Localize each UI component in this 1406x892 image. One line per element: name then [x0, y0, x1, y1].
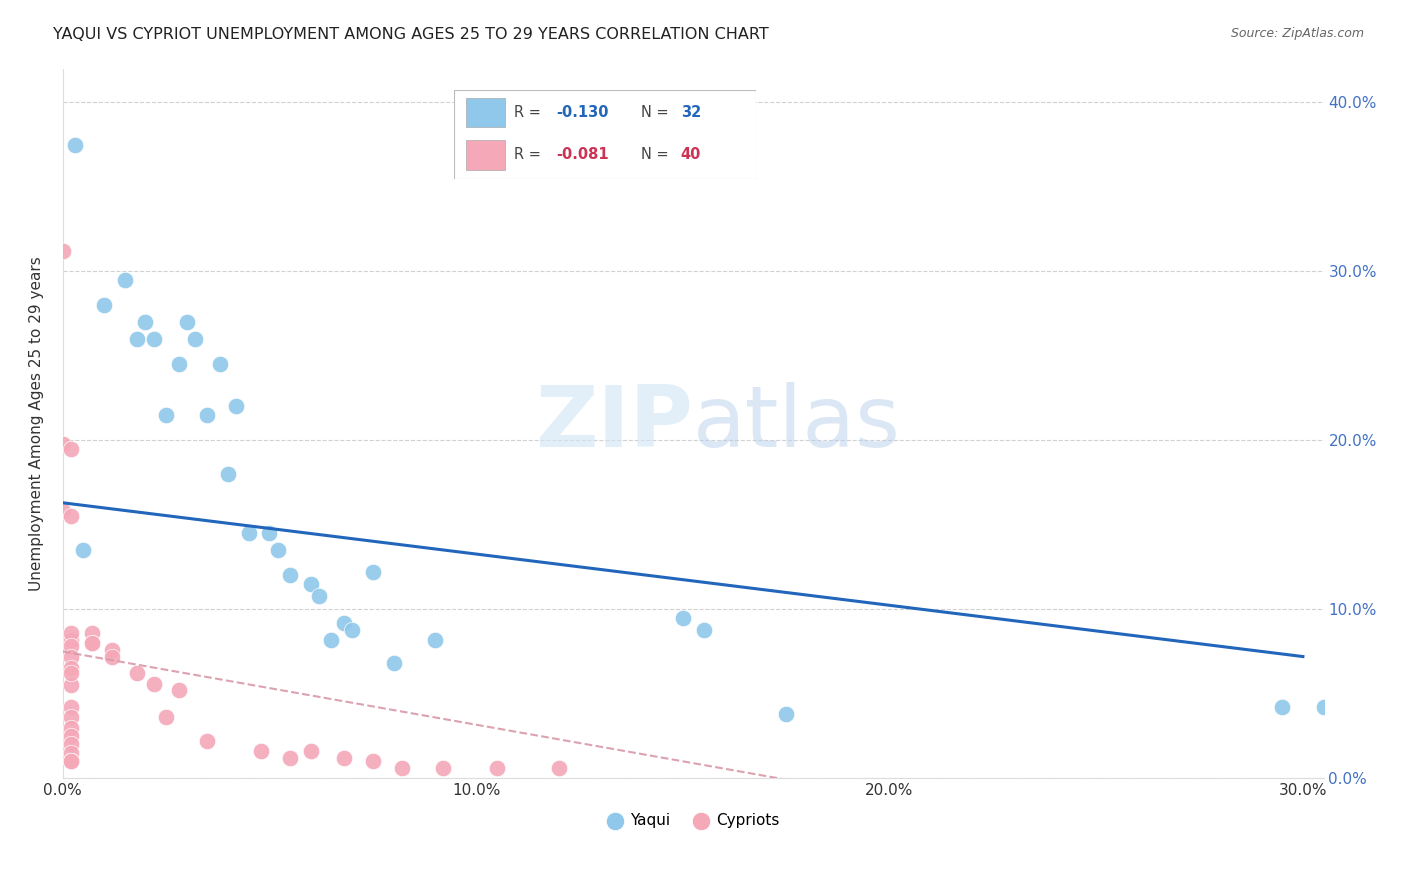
Point	[60, 729, 83, 743]
Text: atlas: atlas	[693, 382, 901, 465]
Point	[299, 744, 322, 758]
Point	[60, 721, 83, 735]
Point	[80, 636, 103, 650]
Point	[267, 543, 290, 558]
Point	[60, 442, 83, 456]
Point	[114, 273, 136, 287]
Point	[361, 755, 384, 769]
Point	[197, 408, 219, 422]
Point	[52, 244, 75, 258]
Point	[672, 610, 695, 624]
Point	[142, 332, 165, 346]
Point	[60, 678, 83, 692]
Point	[60, 755, 83, 769]
Point	[238, 526, 260, 541]
Point	[80, 626, 103, 640]
Text: YAQUI VS CYPRIOT UNEMPLOYMENT AMONG AGES 25 TO 29 YEARS CORRELATION CHART: YAQUI VS CYPRIOT UNEMPLOYMENT AMONG AGES…	[53, 27, 769, 42]
Point	[176, 315, 198, 329]
Point	[60, 666, 83, 681]
Point	[60, 626, 83, 640]
Point	[60, 661, 83, 675]
Y-axis label: Unemployment Among Ages 25 to 29 years: Unemployment Among Ages 25 to 29 years	[30, 256, 44, 591]
Point	[60, 710, 83, 724]
Point	[432, 761, 454, 775]
Point	[775, 706, 797, 721]
Point	[142, 676, 165, 690]
Point	[60, 632, 83, 647]
Point	[127, 666, 149, 681]
Point	[63, 137, 86, 152]
Point	[80, 636, 103, 650]
Point	[361, 565, 384, 579]
Point	[259, 526, 281, 541]
Point	[208, 357, 231, 371]
Point	[60, 746, 83, 760]
Point	[155, 710, 177, 724]
Point	[93, 298, 115, 312]
Point	[72, 543, 94, 558]
Point	[197, 734, 219, 748]
Point	[52, 436, 75, 450]
Point	[127, 332, 149, 346]
Point	[278, 568, 301, 582]
Point	[134, 315, 156, 329]
Point	[340, 623, 363, 637]
Point	[547, 761, 569, 775]
Point	[60, 738, 83, 752]
Text: Source: ZipAtlas.com: Source: ZipAtlas.com	[1230, 27, 1364, 40]
Text: ZIP: ZIP	[536, 382, 693, 465]
Point	[1312, 700, 1334, 714]
Point	[423, 632, 446, 647]
Point	[333, 615, 356, 630]
Point	[60, 649, 83, 664]
Point	[52, 504, 75, 518]
Legend: Yaqui, Cypriots: Yaqui, Cypriots	[600, 807, 786, 834]
Point	[60, 640, 83, 654]
Point	[101, 642, 124, 657]
Point	[333, 751, 356, 765]
Point	[382, 657, 405, 671]
Point	[60, 700, 83, 714]
Point	[250, 744, 273, 758]
Point	[278, 751, 301, 765]
Point	[225, 400, 247, 414]
Point	[299, 577, 322, 591]
Point	[155, 408, 177, 422]
Point	[485, 761, 508, 775]
Point	[321, 632, 343, 647]
Point	[60, 509, 83, 524]
Point	[217, 467, 239, 481]
Point	[184, 332, 207, 346]
Point	[1271, 700, 1294, 714]
Point	[167, 357, 190, 371]
Point	[308, 589, 330, 603]
Point	[391, 761, 413, 775]
Point	[692, 623, 714, 637]
Point	[60, 755, 83, 769]
Point	[60, 755, 83, 769]
Point	[101, 649, 124, 664]
Point	[167, 683, 190, 698]
